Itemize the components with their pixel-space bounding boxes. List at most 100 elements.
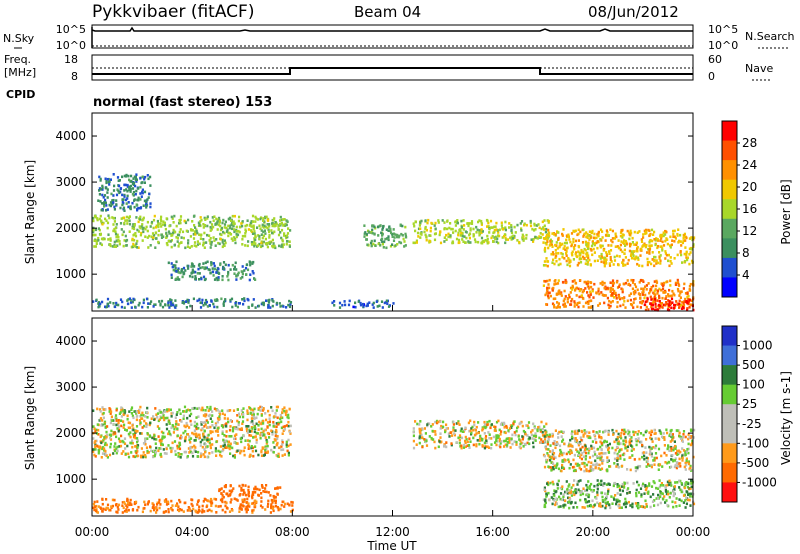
echo-cell: [184, 450, 188, 454]
echo-cell: [674, 283, 677, 286]
echo-cell: [565, 241, 568, 245]
echo-cell: [590, 285, 593, 289]
echo-cell: [453, 432, 456, 435]
echo-cell: [679, 450, 682, 454]
echo-cell: [641, 443, 644, 447]
echo-cell: [99, 179, 102, 182]
echo-cell: [202, 432, 205, 436]
echo-cell: [448, 226, 451, 230]
echo-cell: [461, 430, 464, 433]
echo-cell: [394, 244, 397, 247]
echo-cell: [201, 266, 204, 269]
echo-cell: [226, 417, 229, 420]
echo-cell: [200, 421, 203, 424]
echo-cell: [120, 217, 123, 220]
echo-cell: [579, 230, 582, 234]
echo-cell: [247, 228, 250, 231]
echo-cell: [469, 419, 472, 423]
echo-cell: [472, 234, 475, 238]
echo-cell: [126, 444, 129, 448]
echo-cell: [630, 444, 633, 447]
echo-cell: [120, 408, 123, 412]
echo-cell: [570, 252, 573, 255]
echo-cell: [548, 286, 551, 290]
echo-cell: [170, 303, 173, 306]
echo-cell: [219, 504, 222, 508]
echo-cell: [100, 237, 104, 241]
echo-cell: [97, 451, 100, 455]
echo-cell: [646, 263, 649, 267]
echo-cell: [545, 243, 548, 246]
echo-cell: [504, 233, 507, 237]
echo-cell: [399, 241, 403, 245]
echo-cell: [645, 288, 648, 291]
echo-cell: [467, 421, 470, 425]
echo-cell: [273, 415, 276, 418]
echo-cell: [246, 504, 249, 508]
echo-cell: [274, 487, 277, 490]
echo-cell: [583, 469, 586, 473]
echo-cell: [434, 227, 437, 231]
echo-cell: [490, 236, 493, 240]
echo-cell: [536, 428, 539, 431]
echo-cell: [258, 488, 261, 492]
echo-cell: [117, 429, 120, 433]
echo-cell: [241, 500, 244, 504]
echo-cell: [620, 448, 623, 451]
echo-cell: [97, 505, 100, 508]
echo-cell: [182, 410, 185, 413]
echo-cell: [143, 506, 146, 510]
echo-cell: [689, 464, 692, 468]
echo-cell: [579, 436, 582, 439]
echo-cell: [162, 413, 165, 417]
echo-cell: [539, 428, 542, 432]
echo-cell: [167, 409, 170, 412]
echo-cell: [291, 501, 294, 504]
echo-cell: [555, 441, 559, 444]
echo-cell: [146, 451, 149, 455]
echo-cell: [661, 465, 664, 468]
echo-cell: [586, 236, 589, 239]
echo-cell: [577, 453, 580, 457]
echo-cell: [196, 435, 199, 438]
echo-cell: [224, 446, 227, 449]
echo-cell: [280, 445, 283, 448]
echo-cell: [122, 413, 125, 417]
echo-cell: [201, 427, 204, 430]
echo-cell: [206, 436, 209, 440]
echo-cell: [253, 425, 256, 428]
echo-cell: [186, 264, 189, 268]
echo-cell: [572, 469, 576, 473]
echo-cell: [115, 203, 118, 206]
echo-cell: [370, 239, 373, 243]
echo-cell: [672, 235, 675, 238]
echo-cell: [506, 238, 510, 241]
echo-cell: [101, 497, 104, 501]
echo-cell: [266, 421, 270, 424]
echo-cell: [601, 283, 604, 287]
echo-cell: [283, 502, 287, 506]
echo-cell: [596, 240, 599, 243]
echo-cell: [497, 241, 500, 245]
echo-cell: [658, 429, 661, 432]
echo-cell: [689, 251, 692, 254]
echo-cell: [229, 216, 232, 220]
echo-cell: [137, 303, 140, 307]
echo-cell: [645, 465, 648, 468]
echo-cell: [634, 438, 637, 441]
echo-cell: [132, 428, 135, 432]
echo-cell: [190, 229, 193, 232]
echo-cell: [206, 438, 209, 442]
echo-cell: [417, 235, 420, 238]
echo-cell: [622, 262, 625, 265]
echo-cell: [138, 225, 141, 228]
echo-cell: [560, 435, 563, 438]
echo-cell: [224, 299, 227, 303]
echo-cell: [192, 507, 195, 511]
echo-cell: [235, 225, 238, 229]
echo-cell: [565, 238, 568, 242]
echo-cell: [577, 228, 580, 232]
echo-cell: [209, 408, 212, 411]
echo-cell: [189, 235, 192, 238]
echo-cell: [262, 419, 265, 423]
